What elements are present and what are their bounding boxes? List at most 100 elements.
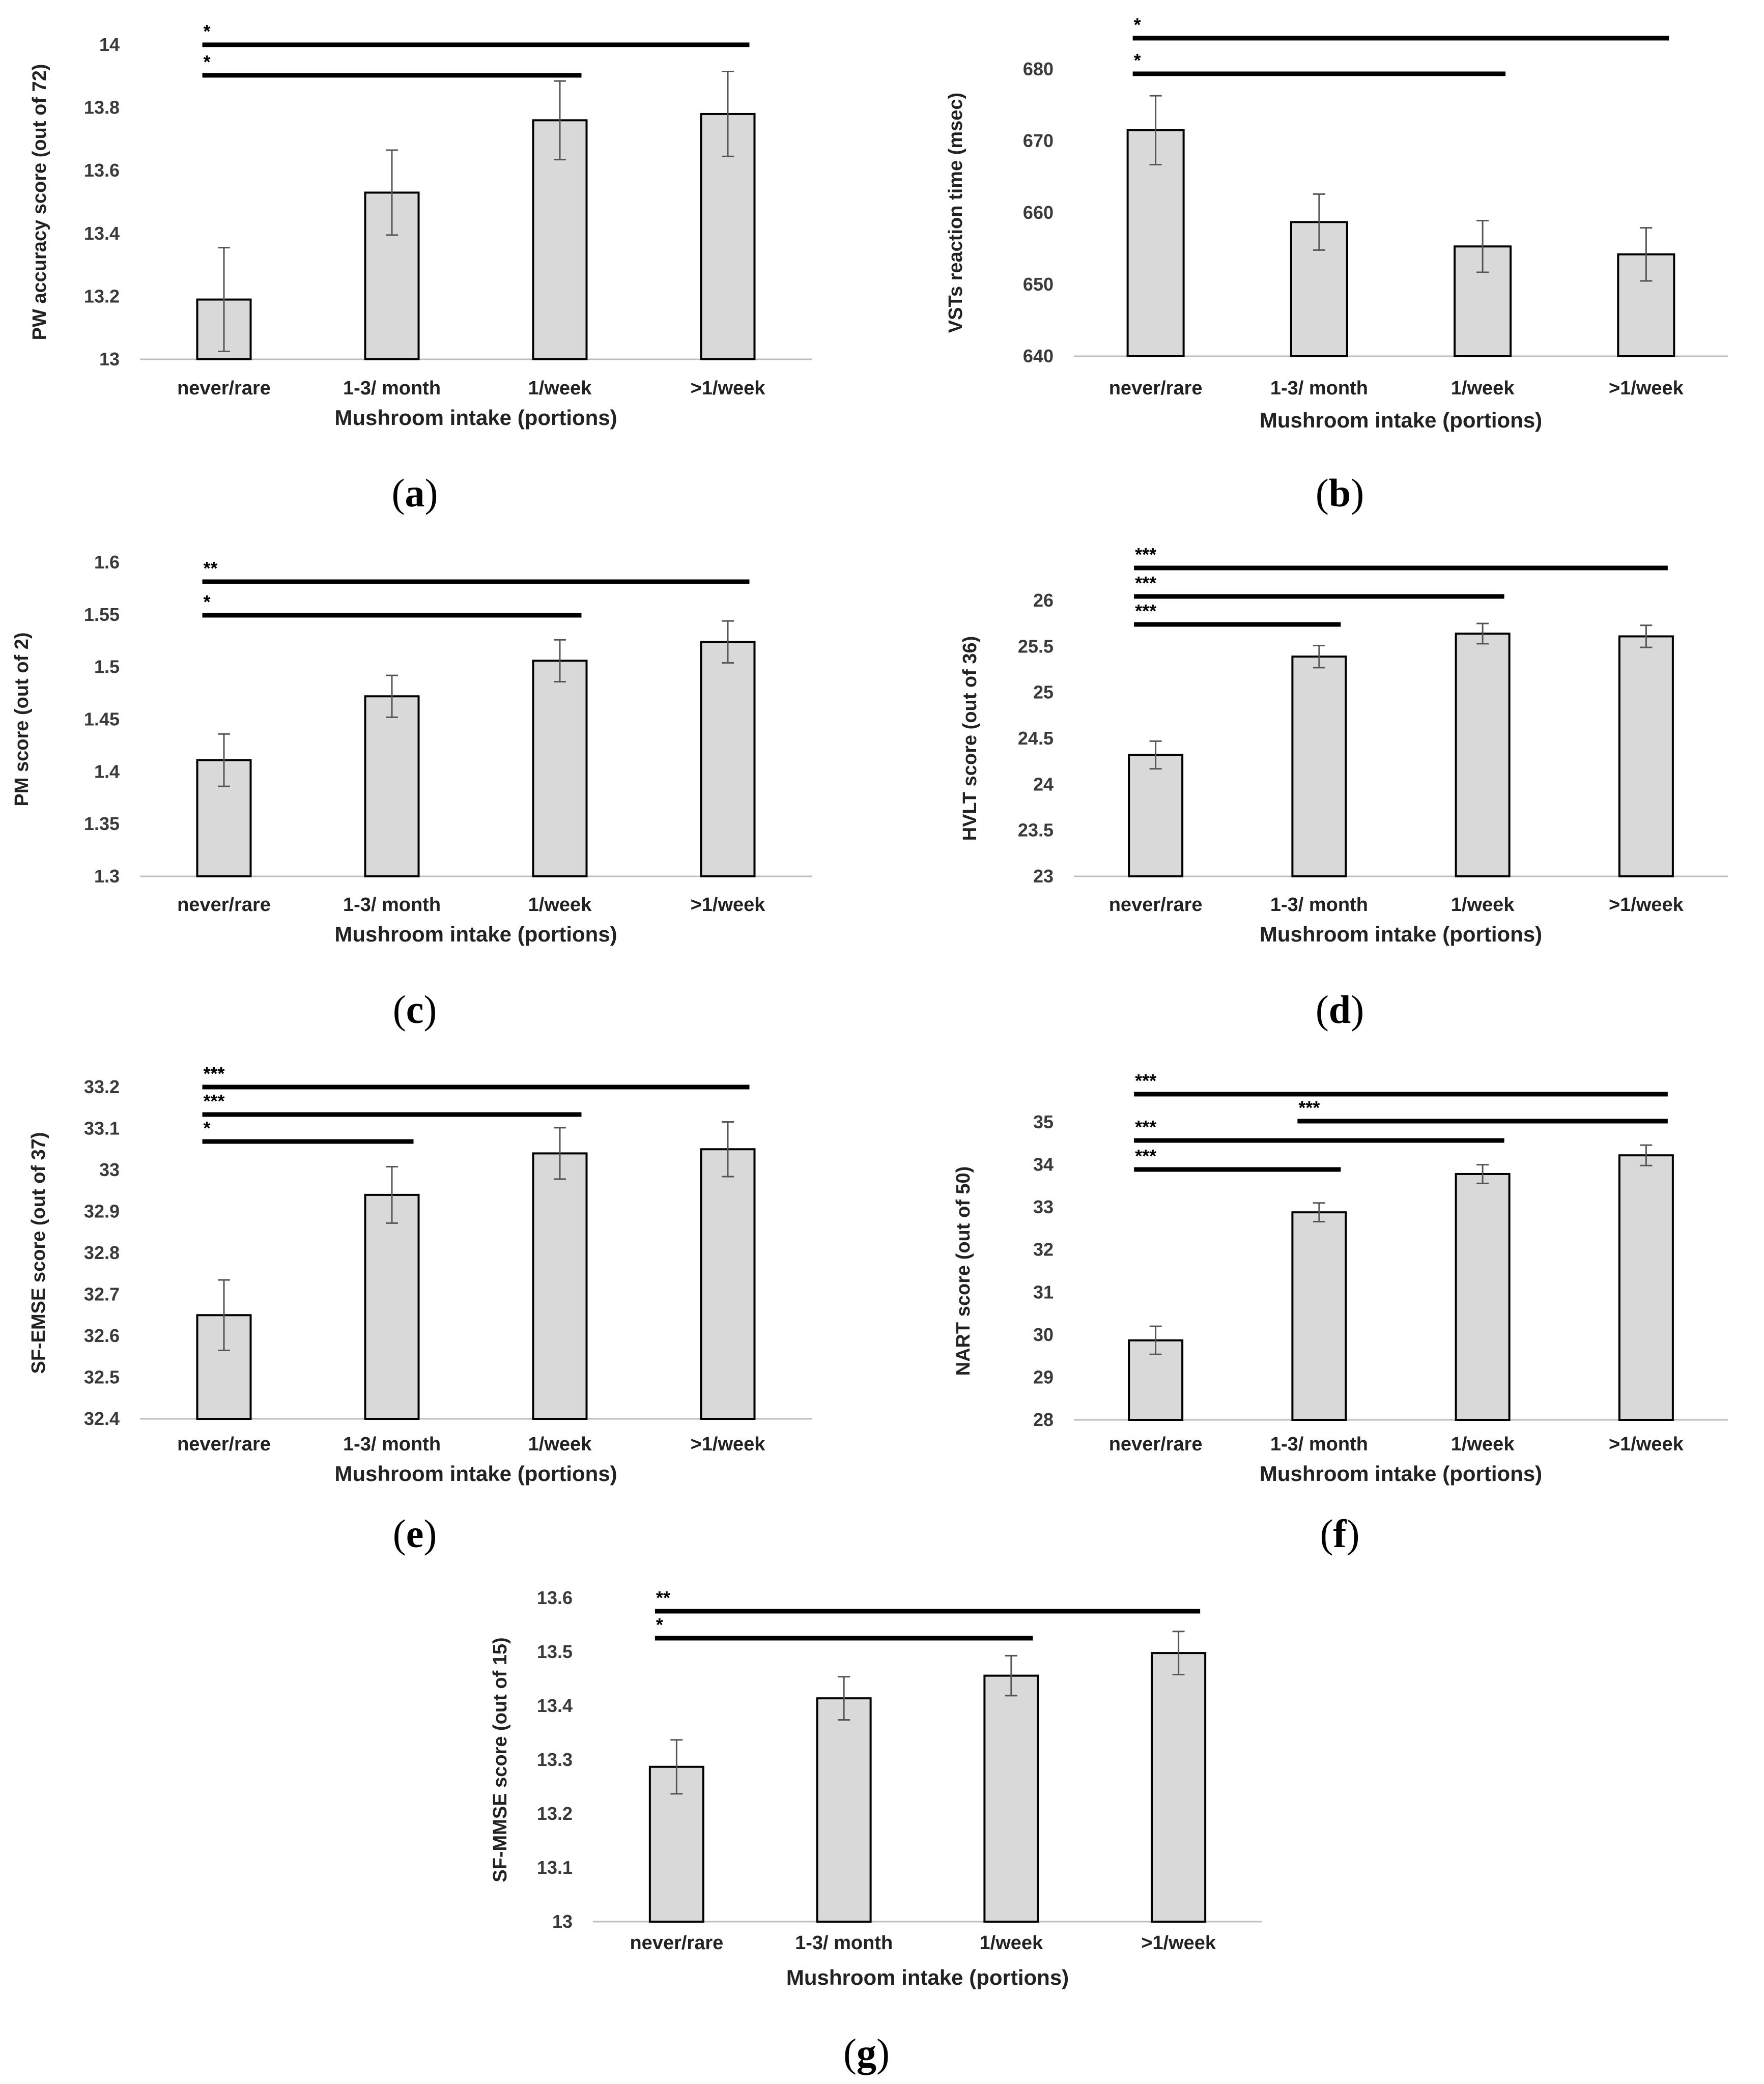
- error-bar-3: [722, 620, 734, 664]
- bar-1: [816, 1697, 872, 1923]
- y-tick-label: 28: [1033, 1409, 1054, 1430]
- bar-0: [1126, 129, 1185, 357]
- y-tick-label: 13: [552, 1911, 573, 1932]
- y-tick-label: 24.5: [1018, 728, 1054, 749]
- error-bar-1: [838, 1676, 850, 1721]
- x-category-label: >1/week: [691, 378, 766, 399]
- significance-label: ***: [204, 1063, 225, 1084]
- bar-2: [1455, 633, 1511, 878]
- x-category-label: 1/week: [980, 1932, 1044, 1954]
- error-bar-0: [218, 733, 230, 787]
- y-tick-label: 14: [99, 34, 120, 55]
- y-tick-label: 32.5: [84, 1367, 120, 1388]
- error-bar-2: [1005, 1654, 1017, 1697]
- x-category-label: never/rare: [177, 894, 271, 916]
- significance-label: ***: [1135, 573, 1156, 593]
- error-bar-3: [1172, 1631, 1185, 1676]
- panel-label: (f): [1320, 1511, 1360, 1556]
- x-axis-title: Mushroom intake (portions): [334, 922, 617, 946]
- y-tick-label: 13.3: [537, 1749, 573, 1770]
- y-axis-title: VSTs reaction time (msec): [945, 93, 966, 333]
- y-axis-title: NART score (out of 50): [953, 1166, 974, 1376]
- bar-2: [983, 1674, 1039, 1923]
- x-category-label: >1/week: [691, 894, 766, 916]
- y-tick-label: 32.8: [84, 1242, 120, 1263]
- error-bar-1: [386, 149, 398, 236]
- y-tick-label: 680: [1023, 59, 1054, 79]
- x-axis-title: Mushroom intake (portions): [786, 1965, 1069, 1989]
- panel-label: (a): [392, 471, 438, 515]
- y-tick-label: 13.8: [84, 97, 120, 118]
- y-tick-label: 13: [99, 349, 120, 369]
- x-category-label: never/rare: [1109, 378, 1203, 399]
- y-tick-label: 23.5: [1018, 820, 1054, 841]
- y-tick-label: 33.1: [84, 1118, 120, 1139]
- y-tick-label: 1.4: [94, 761, 120, 782]
- x-category-label: 1-3/ month: [795, 1932, 893, 1954]
- panel-label: (d): [1316, 987, 1364, 1032]
- x-category-label: 1/week: [528, 1434, 592, 1455]
- y-tick-label: 1.5: [94, 656, 120, 677]
- significance-label: ***: [1135, 1117, 1156, 1137]
- panel-label: (e): [393, 1511, 437, 1556]
- y-tick-label: 1.35: [84, 813, 120, 834]
- x-category-label: 1-3/ month: [1270, 894, 1368, 916]
- significance-label: *: [204, 1118, 211, 1138]
- y-tick-label: 1.6: [94, 552, 120, 573]
- error-bar-0: [1149, 95, 1162, 166]
- x-axis-title: Mushroom intake (portions): [1260, 1462, 1542, 1486]
- y-tick-label: 32.9: [84, 1201, 120, 1222]
- error-bar-0: [670, 1739, 683, 1795]
- panel-label: (g): [843, 2031, 890, 2075]
- error-bar-1: [1313, 193, 1325, 251]
- chart-panel-f: 28 29 30 31 32 33 34 35 never/rare 1-3/ month 1/we…: [953, 1070, 1728, 1556]
- significance-label: ***: [204, 1091, 225, 1111]
- x-category-label: never/rare: [177, 378, 271, 399]
- x-axis-title: Mushroom intake (portions): [1260, 922, 1542, 946]
- error-bar-2: [1476, 1164, 1489, 1184]
- y-tick-label: 660: [1023, 202, 1054, 223]
- x-axis-title: Mushroom intake (portions): [334, 1462, 617, 1486]
- significance-label: ***: [1135, 1146, 1156, 1166]
- y-tick-label: 33: [99, 1159, 120, 1180]
- x-axis-title: Mushroom intake (portions): [1260, 408, 1542, 432]
- x-category-label: never/rare: [630, 1932, 723, 1954]
- y-tick-label: 32: [1033, 1239, 1054, 1260]
- x-category-label: >1/week: [1609, 378, 1684, 399]
- x-category-label: >1/week: [691, 1434, 766, 1455]
- error-bar-1: [386, 674, 398, 718]
- y-tick-label: 33.2: [84, 1076, 120, 1097]
- x-category-label: never/rare: [1109, 894, 1203, 916]
- error-bar-1: [1313, 645, 1325, 669]
- bar-3: [700, 1148, 756, 1420]
- y-tick-label: 25: [1033, 682, 1054, 703]
- significance-label: *: [656, 1614, 663, 1635]
- bar-2: [532, 660, 588, 877]
- significance-label: ***: [1135, 1070, 1156, 1091]
- y-tick-label: 23: [1033, 866, 1054, 887]
- x-category-label: 1-3/ month: [1270, 1434, 1368, 1455]
- y-axis-title: PW accuracy score (out of 72): [29, 64, 50, 340]
- y-tick-label: 13.2: [537, 1803, 573, 1824]
- error-bar-1: [1313, 1202, 1325, 1223]
- y-tick-label: 29: [1033, 1366, 1054, 1387]
- error-bar-2: [1476, 220, 1489, 273]
- error-bar-0: [218, 247, 230, 353]
- y-tick-label: 32.6: [84, 1325, 120, 1346]
- significance-label: **: [656, 1587, 670, 1608]
- y-tick-label: 13.4: [537, 1695, 573, 1716]
- bar-1: [364, 695, 420, 877]
- error-bar-3: [1640, 1144, 1653, 1166]
- y-tick-label: 24: [1033, 774, 1054, 794]
- bar-2: [1455, 1173, 1511, 1421]
- panel-label: (b): [1316, 471, 1364, 515]
- y-tick-label: 26: [1033, 590, 1054, 611]
- chart-panel-g: 13 13.1 13.2 13.3 13.4 13.5 13.6 never/rare 1-3/…: [490, 1587, 1262, 2075]
- y-axis-title: SF-MMSE score (out of 15): [490, 1637, 511, 1882]
- x-category-label: 1-3/ month: [343, 1434, 441, 1455]
- x-category-label: 1/week: [1451, 894, 1515, 916]
- y-tick-label: 13.6: [537, 1587, 573, 1608]
- x-category-label: 1/week: [528, 378, 592, 399]
- chart-panel-e: 32.4 32.5 32.6 32.7 32.8 32.9 33 33.1 33.2 never/…: [28, 1063, 812, 1556]
- significance-label: *: [1134, 50, 1141, 71]
